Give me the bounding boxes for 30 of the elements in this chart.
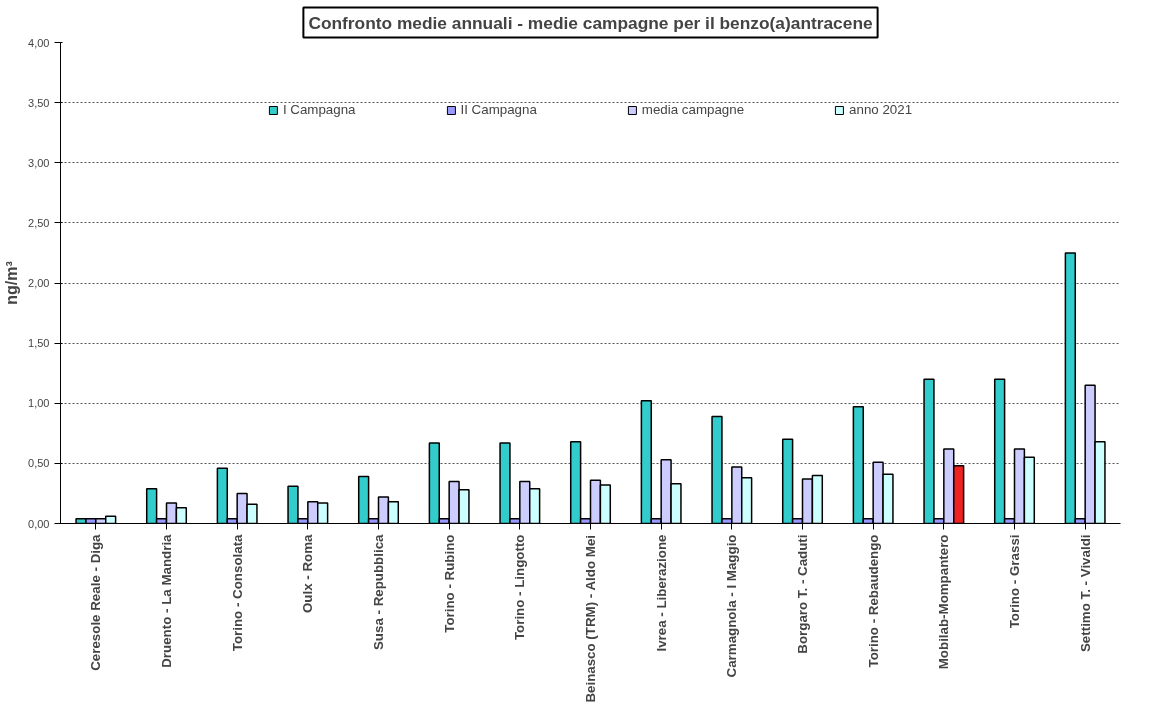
x-tick-label: Ceresole Reale - Diga <box>88 533 104 671</box>
x-tick-label: Mobilab-Mompantero <box>936 534 952 670</box>
legend-label: II Campagna <box>460 102 537 117</box>
y-tick-label: 3,50 <box>28 96 50 109</box>
x-tick-label: Torino - Consolata <box>229 533 245 652</box>
y-tick-label: 2,50 <box>28 216 50 229</box>
y-tick-label: 0,50 <box>28 457 50 470</box>
y-tick-label: 2,00 <box>28 277 50 289</box>
x-tick-label: Beinasco (TRM) - Aldo Mei <box>583 534 598 703</box>
x-tick-label: Borgaro T. - Caduti <box>795 534 810 654</box>
x-tick-label: Settimo T. - Vivaldi <box>1077 534 1093 653</box>
legend-label: anno 2021 <box>849 102 913 117</box>
y-tick-label: 0,00 <box>28 517 50 530</box>
y-tick-label: 3,00 <box>28 156 50 169</box>
x-tick-label: Torino - Lingotto <box>512 534 528 641</box>
y-axis-title: ng/m³ <box>3 261 21 305</box>
x-tick-label: Susa - Repubblica <box>371 533 386 651</box>
legend-label: media campagne <box>641 102 745 117</box>
y-tick-label: 1,50 <box>28 337 50 350</box>
x-tick-label: Carmagnola - I Maggio <box>724 534 740 678</box>
x-tick-label: Torino - Rubino <box>441 534 457 633</box>
x-tick-label: Torino - Grassi <box>1007 534 1022 629</box>
y-tick-label: 1,00 <box>28 397 50 410</box>
y-tick-label: 4,00 <box>28 36 50 49</box>
legend-label: I Campagna <box>282 102 356 117</box>
x-tick-label: Ivrea - Liberazione <box>653 534 669 652</box>
x-tick-label: Druento - La Mandria <box>159 533 174 668</box>
chart-title: Confronto medie annuali - medie campagne per il benzo(a)antracene <box>308 12 873 33</box>
x-tick-label: Torino - Rebaudengo <box>865 534 881 668</box>
x-tick-label: Oulx - Roma <box>300 533 316 613</box>
